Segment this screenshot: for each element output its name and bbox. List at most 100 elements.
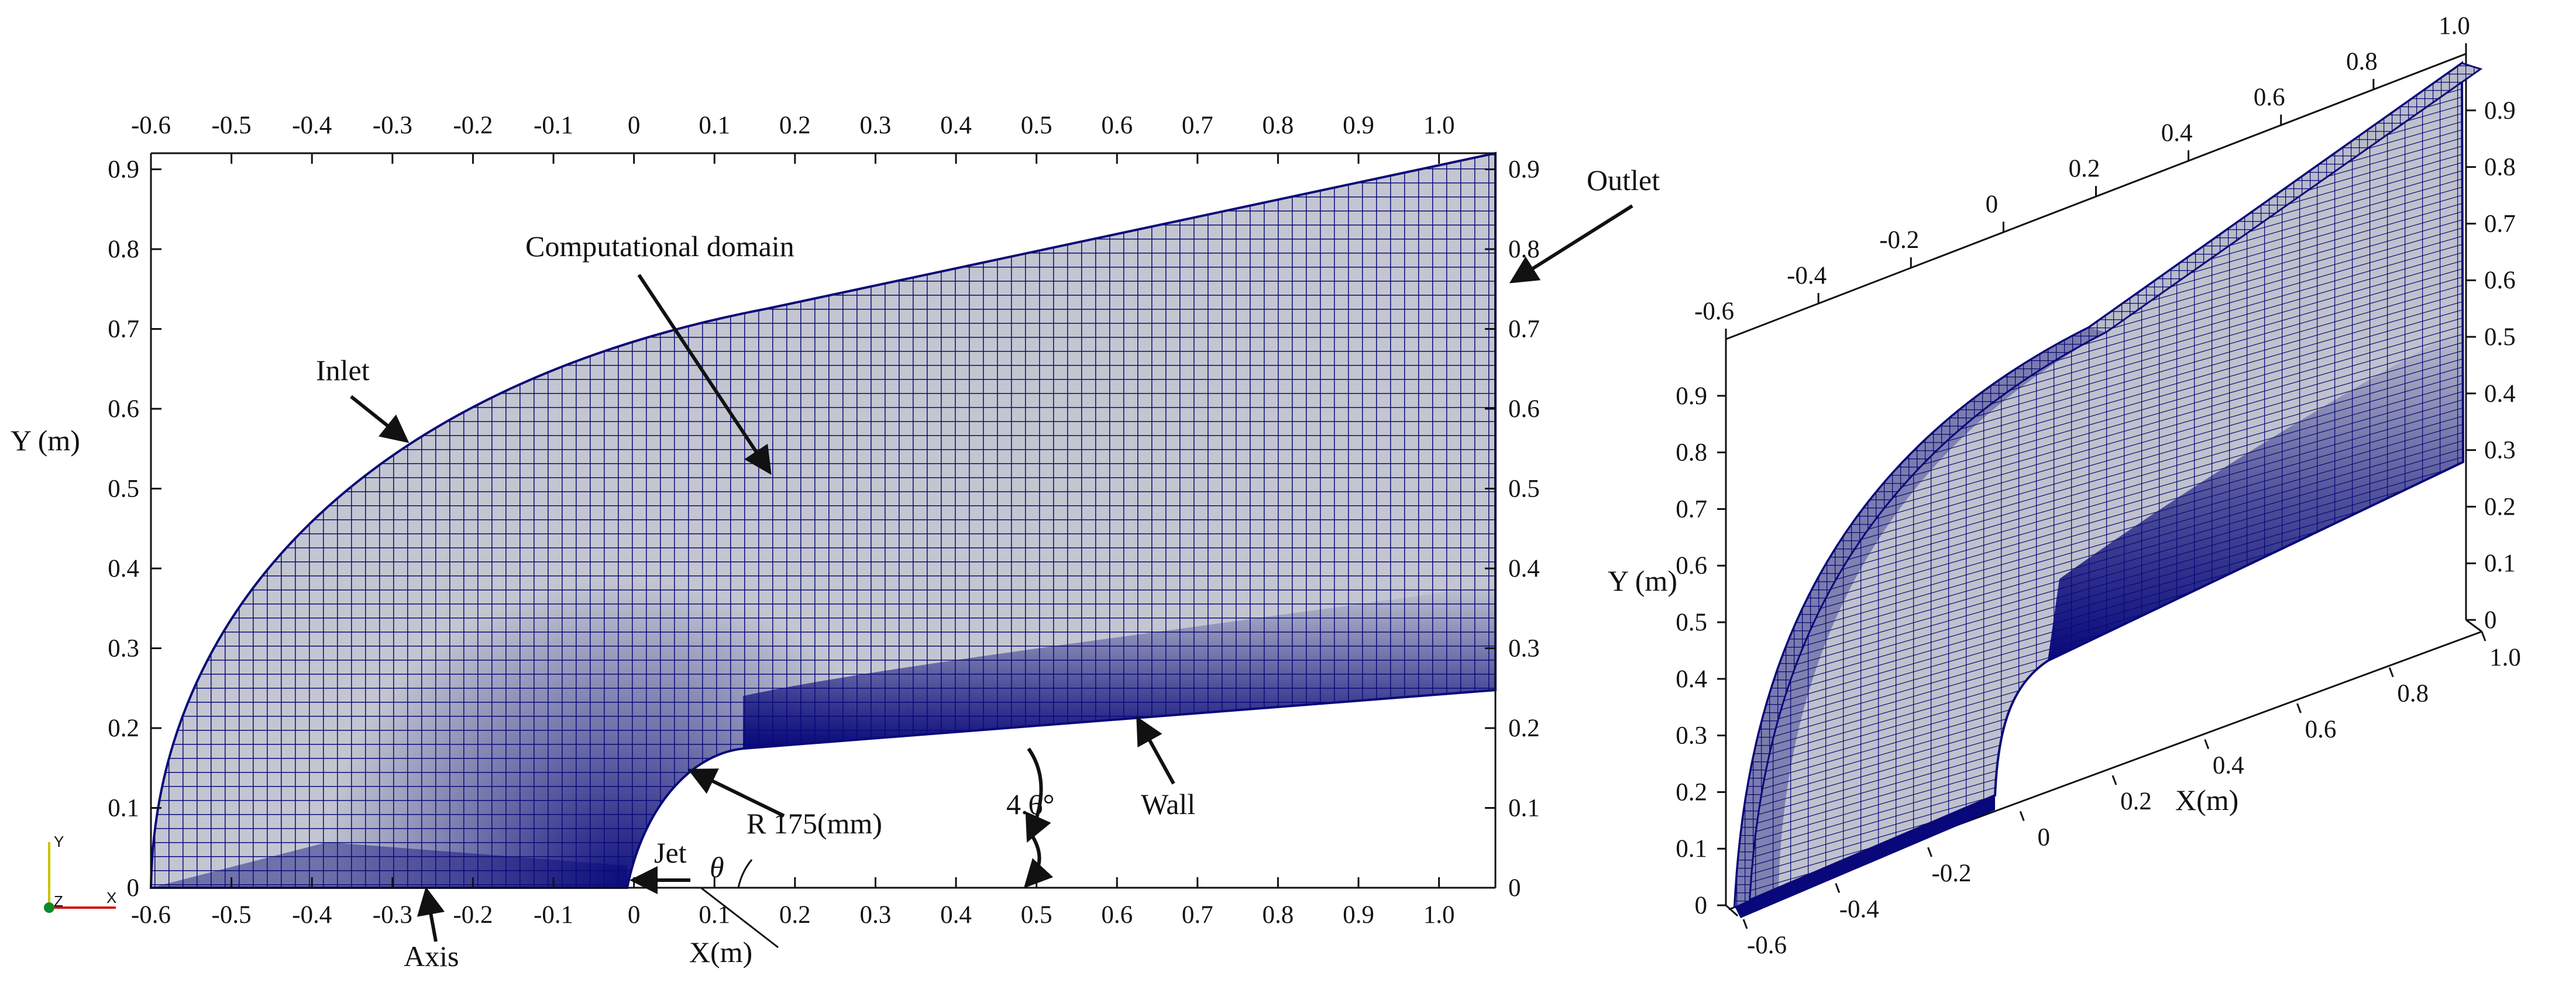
- bottom-tick-mark: [1927, 847, 1932, 857]
- bottom-tick-label: -0.6: [1747, 932, 1787, 959]
- computational-domain-label: Computational domain: [525, 230, 795, 263]
- top-tick-label: 0.4: [2161, 119, 2193, 147]
- x-ticks-bottom: -0.6 -0.5 -0.4 -0.3 -0.2 -0.1 0 0.1 0.2 0.3 0.4 0.5…: [131, 877, 1454, 929]
- x-tick-label-bottom: 0.1: [699, 901, 730, 929]
- left-panel: -0.6 -0.5 -0.4 -0.3 -0.2 -0.1 0 0.1 0.2 0.3 0.4 0.5…: [11, 112, 1660, 973]
- x-tick-label-bottom: 0.9: [1343, 901, 1374, 929]
- jet-label: Jet: [654, 836, 687, 869]
- x-tick-label-top: 1.0: [1423, 112, 1455, 139]
- bottom-tick-label: 0.8: [2397, 680, 2429, 708]
- left-tick-label: 0: [1695, 892, 1708, 919]
- y-tick-label-left: 0.4: [108, 555, 139, 582]
- y-tick-label-left: 0.2: [108, 715, 139, 742]
- left-tick-label: 0.5: [1676, 609, 1707, 636]
- bottom-tick-label: 0: [2038, 824, 2051, 851]
- right-tick-label: 0.8: [2484, 154, 2516, 181]
- top-tick-label: 0.6: [2254, 84, 2285, 111]
- y-tick-label-right: 0.5: [1508, 475, 1540, 503]
- x-tick-label-top: 0.6: [1101, 112, 1133, 139]
- x-tick-label-bottom: -0.5: [212, 901, 252, 929]
- bottom-tick-label: 1.0: [2489, 644, 2521, 671]
- top-tick-label: 0: [1986, 191, 1999, 218]
- wall-arrow: [1136, 716, 1175, 785]
- x-tick-label-top: -0.6: [131, 112, 171, 139]
- left-tick-label: 0.6: [1676, 552, 1707, 580]
- x-tick-label-top: -0.2: [453, 112, 493, 139]
- bottom-tick-mark: [2481, 631, 2486, 642]
- bottom-tick-label: 0.2: [2120, 788, 2152, 815]
- x-tick-label-bottom: -0.4: [292, 901, 332, 929]
- bottom-tick-mark: [1835, 882, 1841, 894]
- angle-arc-upper: [1025, 747, 1051, 843]
- top-tick-label: -0.2: [1879, 226, 1919, 254]
- x-tick-label-bottom: -0.1: [534, 901, 573, 929]
- radius-arrow: [687, 768, 785, 818]
- x-tick-label-top: -0.3: [373, 112, 412, 139]
- angle-label: 4.6°: [1006, 788, 1055, 820]
- y-tick-label-left: 0.5: [108, 475, 139, 503]
- left-ticks: 0 0.1 0.2 0.3 0.4 0.5 0.6 0.7 0.8 0.9: [1676, 382, 1726, 919]
- y-tick-label-right: 0.4: [1508, 555, 1540, 582]
- triad-y-label: Y: [54, 833, 64, 850]
- bottom-tick-label: 0.4: [2213, 752, 2244, 780]
- right-tick-label: 0: [2484, 606, 2497, 634]
- outlet-label: Outlet: [1587, 164, 1660, 196]
- y-tick-label-right: 0.8: [1508, 236, 1540, 263]
- orientation-triad: Y Z X: [44, 833, 116, 913]
- x-tick-label-top: 0.5: [1021, 112, 1053, 139]
- x-tick-label-top: 0.2: [779, 112, 811, 139]
- y-ticks-left: 0 0.1 0.2 0.3 0.4 0.5 0.6 0.7 0.8 0.9: [108, 156, 161, 902]
- 3d-mesh-top-face: [1734, 62, 2483, 909]
- left-tick-label: 0.2: [1676, 778, 1707, 806]
- y-tick-label-right: 0.6: [1508, 395, 1540, 423]
- bottom-tick-mark: [2019, 811, 2025, 822]
- right-tick-label: 0.1: [2484, 550, 2516, 577]
- axis-label: Axis: [404, 940, 459, 973]
- right-tick-label: 0.6: [2484, 267, 2516, 294]
- y-ticks-right: 0 0.1 0.2 0.3 0.4 0.5 0.6 0.7 0.8 0.9: [1485, 156, 1540, 902]
- 3d-bottom-edge: [1735, 795, 1995, 918]
- right-tick-label: 0.3: [2484, 437, 2516, 464]
- bottom-tick-label: 0.6: [2305, 716, 2337, 743]
- right-panel: -0.6 -0.4 -0.2 0 0.2 0.4 0.6 0.8 1.0 0 0.1 0.2 0.3 0…: [1608, 12, 2521, 959]
- y-tick-label-left: 0.1: [108, 795, 139, 822]
- box-left-foot: [1725, 904, 1739, 917]
- top-ticks: -0.6 -0.4 -0.2 0 0.2 0.4 0.6 0.8 1.0: [1694, 12, 2470, 339]
- x-tick-label-top: -0.4: [292, 112, 332, 139]
- y-tick-label-left: 0.8: [108, 236, 139, 263]
- x-tick-label-bottom: 0.4: [940, 901, 972, 929]
- left-tick-label: 0.1: [1676, 835, 1707, 863]
- left-tick-label: 0.8: [1676, 439, 1707, 467]
- right-tick-label: 0.5: [2484, 323, 2516, 351]
- 3d-y-axis-label: Y (m): [1608, 564, 1677, 597]
- right-tick-label: 0.9: [2484, 97, 2516, 125]
- inlet-arrow: [350, 395, 410, 443]
- x-tick-label-bottom: 0.3: [860, 901, 892, 929]
- top-tick-label: -0.4: [1787, 262, 1827, 289]
- y-tick-label-left: 0.6: [108, 395, 139, 423]
- y-tick-label-right: 0: [1508, 874, 1521, 902]
- x-tick-label-top: 0.9: [1343, 112, 1374, 139]
- top-tick-label: 0.2: [2069, 155, 2100, 182]
- y-tick-label-right: 0.9: [1508, 156, 1540, 184]
- x-tick-label-top: 0.1: [699, 112, 730, 139]
- top-tick-label: 0.8: [2346, 48, 2378, 75]
- x-ticks-top: -0.6 -0.5 -0.4 -0.3 -0.2 -0.1 0 0.1 0.2 0.3 0.4 0.5…: [131, 112, 1455, 164]
- y-tick-label-left: 0.9: [108, 156, 139, 184]
- bottom-tick-mark: [2204, 739, 2210, 750]
- x-tick-label-bottom: -0.2: [453, 901, 493, 929]
- y-tick-label-left: 0.3: [108, 635, 139, 663]
- left-tick-label: 0.9: [1676, 382, 1707, 410]
- x-tick-label-top: -0.1: [534, 112, 573, 139]
- inlet-label: Inlet: [316, 354, 370, 387]
- x-tick-label-bottom: 0.2: [779, 901, 811, 929]
- 3d-x-axis-label: X(m): [2175, 784, 2238, 816]
- x-tick-label-top: 0: [628, 112, 641, 139]
- corner-dense-region: [151, 153, 1495, 888]
- axis-arrow: [417, 887, 445, 942]
- right-tick-label: 0.4: [2484, 380, 2516, 408]
- x-tick-label-top: -0.5: [212, 112, 252, 139]
- triad-z-label: Z: [54, 892, 63, 910]
- triad-x-label: X: [106, 889, 116, 906]
